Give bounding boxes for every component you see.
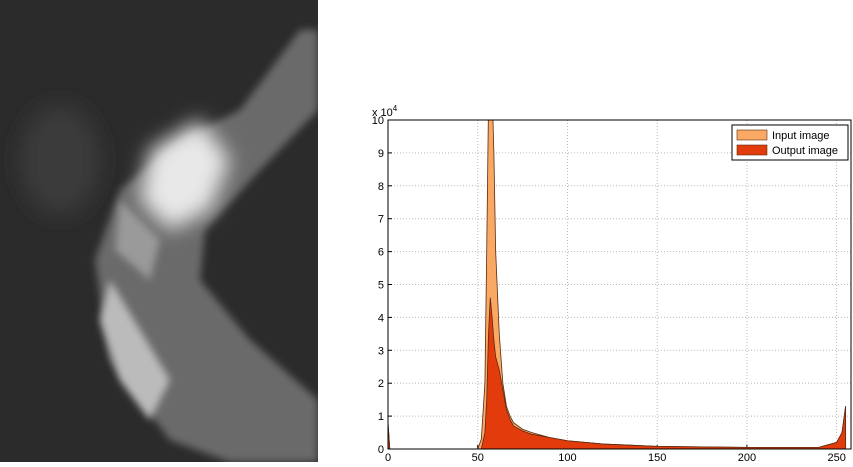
y-scale-label: x 104 <box>372 104 398 119</box>
plot-frame <box>387 119 852 450</box>
x-tick-label: 0 <box>385 452 391 462</box>
photo <box>0 0 318 462</box>
y-tick-label: 8 <box>378 181 384 193</box>
x-tick-label: 100 <box>558 452 576 462</box>
y-tick-label: 10 <box>372 115 384 127</box>
y-tick-label: 0 <box>378 444 384 456</box>
legend-label: Output image <box>772 145 838 157</box>
x-tick-label: 150 <box>648 452 666 462</box>
y-tick-label: 3 <box>378 345 384 357</box>
x-tick-label: 250 <box>827 452 845 462</box>
plot-series <box>388 120 847 449</box>
area <box>388 297 847 449</box>
y-tick-label: 2 <box>378 378 384 390</box>
legend-label: Input image <box>772 130 829 142</box>
y-scale-exponent: 4 <box>393 104 398 113</box>
legend: Input image Output image <box>731 124 849 161</box>
legend-swatch <box>736 129 768 141</box>
y-tick-label: 4 <box>378 312 384 324</box>
y-tick-label: 9 <box>378 148 384 160</box>
y-tick-label: 6 <box>378 247 384 259</box>
y-tick-label: 5 <box>378 280 384 292</box>
x-tick-label: 50 <box>472 452 484 462</box>
legend-swatch <box>736 144 768 156</box>
y-tick-label: 1 <box>378 411 384 423</box>
y-tick-label: 7 <box>378 214 384 226</box>
y-scale-base: x 10 <box>372 107 393 119</box>
x-tick-label: 200 <box>738 452 756 462</box>
